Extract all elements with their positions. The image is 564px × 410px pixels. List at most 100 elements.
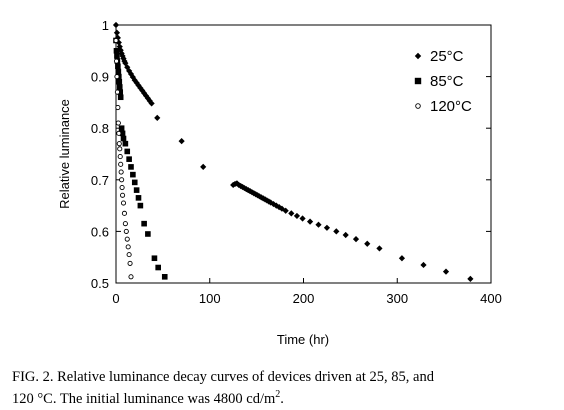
- diamond-point: [115, 39, 122, 46]
- diamond-point: [282, 207, 289, 214]
- square-point: [113, 48, 120, 54]
- circle-point: [117, 154, 123, 160]
- circle-point: [117, 146, 123, 152]
- diamond-point: [315, 221, 322, 228]
- x-tick-label: 200: [293, 291, 315, 306]
- circle-point: [119, 184, 125, 191]
- circle-point: [124, 236, 130, 242]
- diamond-point: [141, 90, 148, 97]
- x-axis-title: Time (hr): [277, 332, 329, 347]
- x-tick-label: 300: [386, 291, 408, 306]
- diamond-point: [178, 138, 185, 145]
- square-point: [141, 220, 147, 227]
- circle-point: [118, 169, 124, 175]
- square-point: [128, 164, 134, 170]
- y-tick-label: 0.5: [91, 276, 109, 291]
- circle-point: [116, 130, 122, 136]
- legend-label: 25°C: [430, 48, 464, 65]
- diamond-point: [299, 215, 306, 222]
- square-point: [114, 53, 120, 59]
- circle-point: [114, 89, 120, 95]
- diamond-point: [323, 224, 331, 231]
- diamond-point: [364, 240, 371, 247]
- series-diamond: [112, 21, 474, 282]
- caption-line-2: 120 °C. The initial luminance was 4800 c…: [12, 390, 276, 407]
- square-point: [133, 187, 140, 193]
- y-tick-label: 0.8: [91, 121, 109, 136]
- circle-point: [115, 120, 121, 126]
- diamond-point: [442, 268, 450, 275]
- caption-line-2-end: .: [280, 390, 284, 407]
- diamond-point: [333, 228, 340, 235]
- diamond-point: [342, 231, 349, 239]
- diamond-point: [116, 43, 123, 50]
- legend-marker-circle: [415, 103, 421, 109]
- square-point: [161, 274, 168, 280]
- diamond-point: [148, 100, 155, 107]
- square-point: [115, 63, 121, 70]
- square-point: [126, 156, 132, 162]
- square-point: [120, 135, 127, 142]
- diamond-point: [142, 92, 150, 99]
- square-point: [137, 202, 144, 209]
- circle-point: [120, 200, 127, 206]
- y-tick-label: 0.6: [91, 224, 109, 239]
- square-point: [130, 171, 136, 178]
- x-tick-label: 100: [199, 291, 221, 306]
- circle-point: [121, 210, 127, 216]
- square-point: [122, 140, 129, 147]
- square-point: [119, 130, 126, 137]
- circle-point: [127, 260, 133, 266]
- legend: 25°C 85°C 120°C: [414, 48, 472, 115]
- diamond-point: [113, 29, 121, 36]
- diamond-point: [200, 163, 207, 170]
- diamond-point: [154, 114, 161, 121]
- legend-label: 85°C: [430, 73, 464, 90]
- square-point: [118, 125, 125, 131]
- diamond-point: [288, 210, 295, 217]
- series-circle: [113, 37, 134, 280]
- square-point: [151, 255, 158, 262]
- diamond-point: [118, 50, 125, 57]
- data-markers: [112, 21, 474, 282]
- axis-tick-labels: 0 100 200 300 400 0.5 0.6 0.7 0.8 0.9 1: [91, 18, 502, 306]
- x-tick-label: 0: [112, 291, 119, 306]
- diamond-point: [119, 52, 126, 60]
- circle-point: [125, 244, 131, 250]
- diamond-point: [376, 245, 383, 252]
- figure-caption: FIG. 2. Relative luminance decay curves …: [12, 368, 557, 408]
- circle-point: [123, 228, 129, 234]
- circle-point: [116, 141, 122, 147]
- circle-point: [113, 58, 120, 64]
- square-point: [116, 78, 123, 85]
- x-tick-label: 400: [480, 291, 502, 306]
- caption-line-1: FIG. 2. Relative luminance decay curves …: [12, 369, 434, 385]
- legend-marker-square: [414, 77, 422, 85]
- diamond-point: [467, 275, 474, 282]
- legend-label: 120°C: [430, 98, 472, 115]
- square-point: [155, 264, 161, 271]
- caption-superscript: 2: [275, 389, 281, 400]
- circle-point: [113, 37, 119, 44]
- diamond-point: [120, 55, 127, 62]
- diamond-point: [112, 21, 120, 29]
- y-tick-label: 0.9: [91, 70, 109, 85]
- square-point: [131, 179, 138, 186]
- circle-point: [118, 161, 124, 167]
- diamond-point: [293, 212, 301, 220]
- square-point: [124, 148, 131, 155]
- square-point: [116, 84, 123, 90]
- diamond-point: [117, 47, 124, 54]
- square-point: [117, 89, 124, 95]
- y-tick-label: 0.7: [91, 173, 109, 188]
- legend-marker-diamond: [414, 52, 422, 60]
- circle-point: [115, 105, 121, 111]
- circle-point: [126, 252, 132, 258]
- circle-point: [119, 177, 125, 183]
- y-axis-title: Relative luminance: [57, 99, 72, 209]
- circle-point: [114, 74, 120, 80]
- circle-point: [122, 221, 128, 227]
- diamond-point: [420, 261, 427, 269]
- circle-point: [128, 274, 134, 280]
